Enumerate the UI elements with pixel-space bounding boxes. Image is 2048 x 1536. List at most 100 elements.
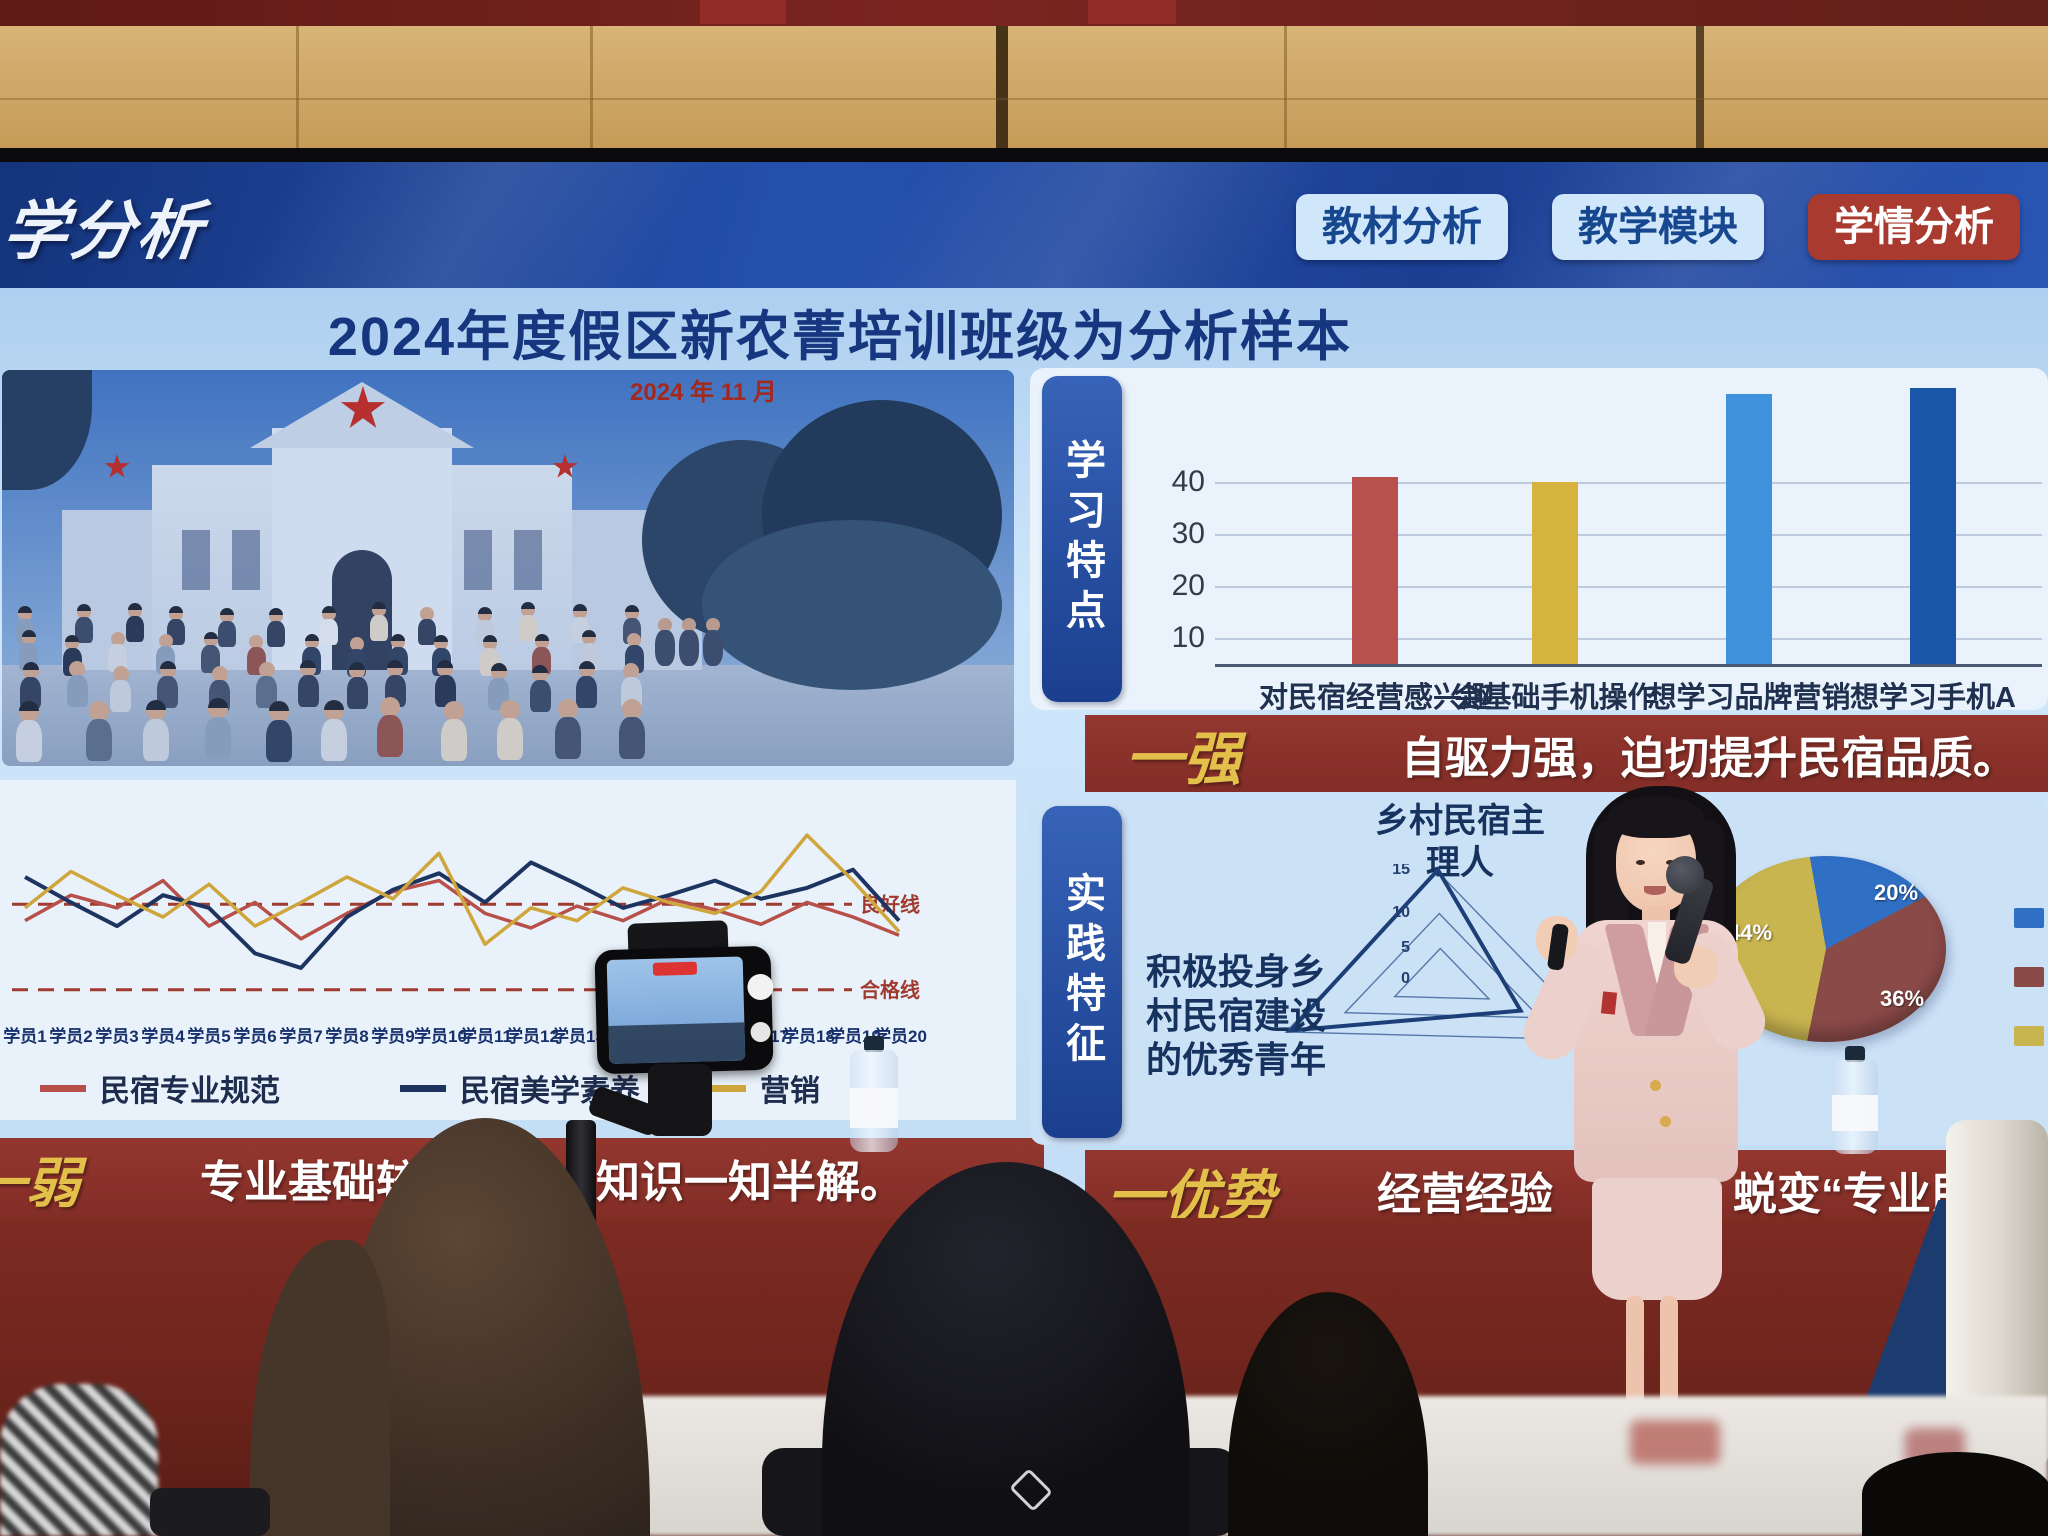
line-legend-item: 民宿专业规范 (40, 1066, 280, 1110)
radar-axis-label-left: 积极投身乡 村民宿建设 的优秀青年 (1146, 950, 1366, 1082)
audience-houndstooth-jacket (0, 1384, 158, 1536)
presenter-eye (1636, 860, 1645, 865)
advantage-band: 一优势 经营经验 蜕变“专业民宿 (1085, 1150, 2048, 1218)
person-body (256, 676, 278, 709)
projection-screen: 学分析 教材分析 教学模块 学情分析 2024年度假区新农菁培训班级为分析样本 (0, 162, 2048, 1218)
person-body (555, 716, 582, 759)
person-hair (18, 605, 32, 613)
x-label: 学员6 (233, 1027, 277, 1046)
x-axis-line (1215, 664, 2042, 667)
person-head (249, 635, 264, 650)
decor: 0 (1401, 970, 1410, 987)
phone-screen-content (608, 1022, 746, 1064)
person-body (434, 675, 456, 708)
tab-教学模块[interactable]: 教学模块 (1552, 194, 1764, 260)
wall-panel-gap (996, 26, 1008, 152)
decor (1285, 866, 1524, 1033)
strong-band-text: 自驱力强，迫切提升民宿品质。 (1401, 733, 2018, 783)
abs (702, 520, 1002, 690)
person-head (211, 665, 228, 682)
person-hair (387, 660, 404, 669)
decor: 合格线 (860, 978, 920, 1002)
decor (1343, 912, 1542, 1019)
foreground-object (150, 1488, 270, 1536)
person-body (201, 644, 221, 673)
legend-label: 民宿专业规范 (100, 1075, 280, 1108)
person-hair (582, 630, 597, 638)
tab-教材分析[interactable]: 教材分析 (1296, 194, 1508, 260)
person-body (376, 715, 403, 758)
slide-nav-tabs: 教材分析 教学模块 学情分析 (1296, 194, 2048, 260)
bar-想学习手机A (1910, 388, 1956, 664)
person-body (440, 719, 467, 762)
person-hair (300, 660, 317, 669)
tab-学情分析[interactable]: 学情分析 (1808, 194, 2020, 260)
person-hair (321, 606, 336, 614)
streak (223, 162, 717, 288)
legend-label: 营销 (760, 1075, 820, 1108)
camera-flip-button[interactable] (750, 1021, 771, 1043)
person-head (658, 618, 672, 632)
abs (0, 98, 2048, 100)
window (182, 530, 210, 590)
phone-screen (606, 956, 746, 1064)
shutter-button[interactable] (747, 973, 774, 1001)
person-body (110, 680, 132, 713)
gridline (1215, 482, 2042, 484)
person-head (158, 634, 173, 649)
person-body (75, 616, 94, 643)
smudge (1630, 1420, 1720, 1464)
pie-legend-swatch (2014, 967, 2044, 987)
x-label: 学员10 (414, 1027, 467, 1046)
person-head (706, 618, 720, 632)
person-hair (521, 602, 536, 610)
bar-category-label: 想学习品牌营销 (1647, 682, 1851, 714)
decor (23, 833, 901, 947)
decor (1393, 947, 1491, 1000)
x-label: 学员4 (141, 1027, 185, 1046)
water-bottle (850, 1036, 898, 1152)
advantage-band-text-1: 经营经验 (1377, 1170, 1553, 1218)
x-label: 学员20 (874, 1027, 927, 1046)
person-hair (18, 701, 39, 712)
strong-band-tag: 一强 (1125, 726, 1242, 792)
ceiling-light (1088, 0, 1176, 24)
gridline (1215, 534, 2042, 536)
person-hair (128, 603, 143, 611)
x-label: 学员18 (782, 1027, 835, 1046)
decor: 10 (1392, 904, 1410, 921)
decor: 村民宿建设 (1146, 995, 1327, 1036)
person-hair (624, 604, 639, 612)
practice-radar-chart: 15 10 5 0 (1284, 864, 1602, 1041)
person-head (349, 636, 364, 651)
photo-date: 2024 年 11 月 (630, 379, 777, 406)
person-head (110, 631, 125, 646)
abs (1696, 26, 1704, 152)
person-body (297, 675, 319, 708)
screen-bezel (0, 148, 2048, 162)
person-hair (578, 660, 595, 669)
person-body (576, 675, 597, 708)
slide-title: 2024年度假区新农菁培训班级为分析样本 (327, 307, 1353, 367)
person-body (142, 719, 169, 762)
person-head (419, 606, 434, 621)
person-body (15, 720, 42, 763)
person-hair (22, 661, 39, 670)
advantage-band-tag: 一优势 (1107, 1165, 1275, 1218)
legend-dash-icon (400, 1084, 446, 1092)
lab (1832, 1094, 1878, 1132)
decor: 理人 (1426, 844, 1494, 882)
jacket-button (1650, 1080, 1661, 1091)
legend-dash-icon (700, 1084, 746, 1092)
person-hair (168, 606, 183, 613)
y-tick-label: 10 (1171, 621, 1205, 654)
x-label: 学员11 (460, 1027, 512, 1046)
person-hair (573, 604, 588, 612)
person-hair (437, 660, 454, 669)
phone (594, 945, 774, 1075)
person-hair (532, 665, 549, 674)
person-head (682, 618, 696, 632)
person-body (85, 719, 112, 762)
y-tick-label: 20 (1171, 569, 1205, 602)
